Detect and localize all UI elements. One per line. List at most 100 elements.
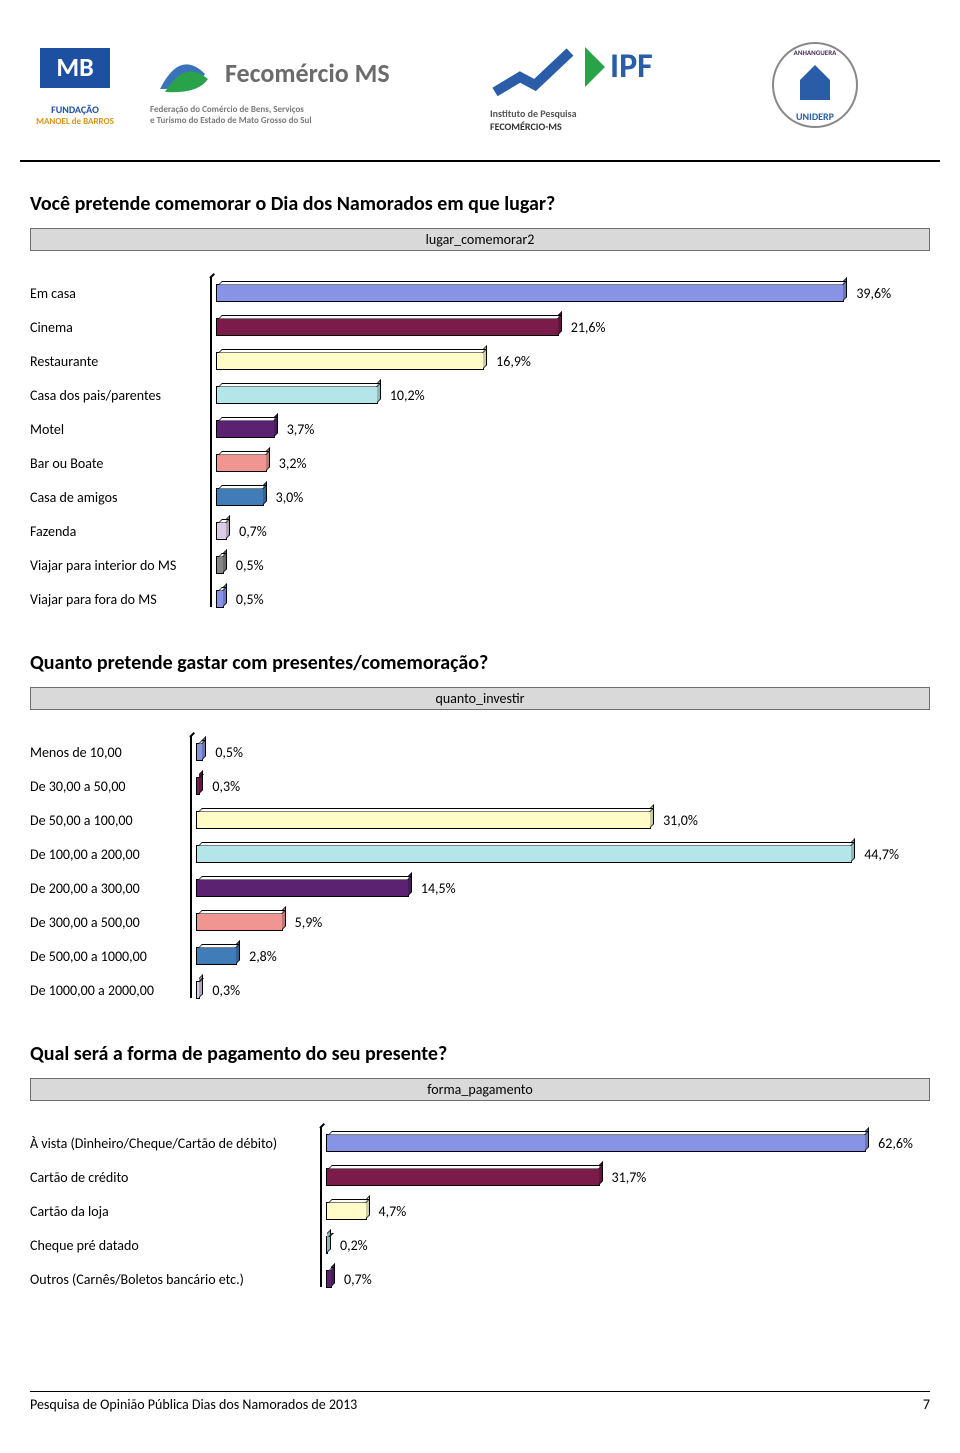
chart-row: Casa dos pais/parentes10,2% <box>30 383 930 407</box>
chart-row: De 100,00 a 200,0044,7% <box>30 842 930 866</box>
category-label: De 500,00 a 1000,00 <box>30 948 196 965</box>
value-label: 0,5% <box>236 557 264 574</box>
mb-logo: MB FUNDAÇÃO MANOEL de BARROS <box>20 43 130 127</box>
chart-row: Bar ou Boate3,2% <box>30 451 930 475</box>
y-axis-line <box>210 277 212 607</box>
chart-row: Motel 3,7% <box>30 417 930 441</box>
value-label: 31,0% <box>663 812 698 829</box>
chart-row: De 30,00 a 50,000,3% <box>30 774 930 798</box>
value-label: 3,0% <box>276 489 304 506</box>
bar-area: 0,5% <box>196 740 930 764</box>
value-label: 0,5% <box>215 744 243 761</box>
bar <box>196 743 203 761</box>
bar-area: 16,9% <box>216 349 930 373</box>
category-label: Bar ou Boate <box>30 455 216 472</box>
category-label: Casa de amigos <box>30 489 216 506</box>
chart-row: Casa de amigos 3,0% <box>30 485 930 509</box>
bar <box>326 1236 328 1254</box>
value-label: 0,3% <box>212 982 240 999</box>
header-logos: MB FUNDAÇÃO MANOEL de BARROS Fecomércio … <box>0 0 960 160</box>
chart-row: Em casa 39,6% <box>30 281 930 305</box>
ipf-logo: IPF Instituto de Pesquisa FECOMÉRCIO-MS <box>490 37 740 133</box>
y-axis-line <box>190 736 192 998</box>
bar-area: 31,7% <box>326 1165 930 1189</box>
footer-page: 7 <box>923 1396 930 1413</box>
category-label: Cartão de crédito <box>30 1169 326 1186</box>
chart-row: À vista (Dinheiro/Cheque/Cartão de débit… <box>30 1131 930 1155</box>
chart-row: De 500,00 a 1000,002,8% <box>30 944 930 968</box>
bar <box>216 556 224 574</box>
svg-text:ANHANGUERA: ANHANGUERA <box>794 48 838 57</box>
svg-text:IPF: IPF <box>610 46 653 87</box>
bar <box>216 420 275 438</box>
bar <box>326 1202 367 1220</box>
chart-row: De 1000,00 a 2000,000,3% <box>30 978 930 1002</box>
bar-area: 0,5% <box>216 587 930 611</box>
bar-area: 21,6% <box>216 315 930 339</box>
bar-area: 0,3% <box>196 774 930 798</box>
category-label: Em casa <box>30 285 216 302</box>
chart-row: Outros (Carnês/Boletos bancário etc.)0,7… <box>30 1267 930 1291</box>
chart-row: Menos de 10,00 0,5% <box>30 740 930 764</box>
section-gastar: Quanto pretende gastar com presentes/com… <box>30 651 930 1002</box>
bar-area: 62,6% <box>326 1131 930 1155</box>
ipf-sub1: Instituto de Pesquisa <box>490 107 577 120</box>
bar-area: 0,7% <box>326 1267 930 1291</box>
value-label: 5,9% <box>295 914 323 931</box>
bar <box>216 454 267 472</box>
category-label: Menos de 10,00 <box>30 744 196 761</box>
bar <box>216 284 844 302</box>
fecomercio-logo: Fecomércio MS Federação do Comércio de B… <box>150 44 470 126</box>
value-label: 0,3% <box>212 778 240 795</box>
category-label: Cartão da loja <box>30 1203 326 1220</box>
category-label: De 50,00 a 100,00 <box>30 812 196 829</box>
bar <box>216 590 224 608</box>
bar-area: 0,7% <box>216 519 930 543</box>
bar <box>326 1134 866 1152</box>
y-axis-line <box>320 1127 322 1287</box>
bar-area: 3,7% <box>216 417 930 441</box>
bar-area: 0,5% <box>216 553 930 577</box>
value-label: 31,7% <box>612 1169 647 1186</box>
category-label: Cinema <box>30 319 216 336</box>
bar-area: 10,2% <box>216 383 930 407</box>
section-title: Qual será a forma de pagamento do seu pr… <box>30 1042 930 1066</box>
bar <box>196 811 651 829</box>
chart-row: Cartão de crédito 31,7% <box>30 1165 930 1189</box>
bar <box>216 318 559 336</box>
category-label: Motel <box>30 421 216 438</box>
value-label: 44,7% <box>864 846 899 863</box>
category-label: Cheque pré datado <box>30 1237 326 1254</box>
bar-area: 2,8% <box>196 944 930 968</box>
value-label: 39,6% <box>856 285 891 302</box>
mb-logo-label2: MANOEL de BARROS <box>36 116 114 127</box>
category-label: De 300,00 a 500,00 <box>30 914 196 931</box>
footer-text: Pesquisa de Opinião Pública Dias dos Nam… <box>30 1396 357 1413</box>
chart-title-bar: forma_pagamento <box>30 1078 930 1101</box>
chart-row: De 300,00 a 500,00 5,9% <box>30 910 930 934</box>
value-label: 4,7% <box>379 1203 407 1220</box>
axis-top-tick <box>209 273 215 279</box>
chart-row: Restaurante16,9% <box>30 349 930 373</box>
section-title: Você pretende comemorar o Dia dos Namora… <box>30 192 930 216</box>
value-label: 3,7% <box>287 421 315 438</box>
chart-row: De 200,00 a 300,0014,5% <box>30 876 930 900</box>
chart-gastar: Menos de 10,00 0,5% De 30,00 a 50,000,3% De… <box>30 740 930 1002</box>
bar <box>196 879 409 897</box>
value-label: 0,5% <box>236 591 264 608</box>
mb-logo-label1: FUNDAÇÃO <box>51 103 99 116</box>
value-label: 21,6% <box>571 319 606 336</box>
axis-top-tick <box>189 732 195 738</box>
bar-area: 0,3% <box>196 978 930 1002</box>
chart-row: Viajar para interior do MS0,5% <box>30 553 930 577</box>
section-pagamento: Qual será a forma de pagamento do seu pr… <box>30 1042 930 1291</box>
ipf-sub2: FECOMÉRCIO-MS <box>490 120 562 133</box>
header-rule <box>20 160 940 162</box>
axis-top-tick <box>319 1123 325 1129</box>
bar <box>326 1270 332 1288</box>
category-label: À vista (Dinheiro/Cheque/Cartão de débit… <box>30 1135 326 1152</box>
bar-area: 31,0% <box>196 808 930 832</box>
bar <box>196 913 283 931</box>
bar <box>216 386 378 404</box>
category-label: Fazenda <box>30 523 216 540</box>
